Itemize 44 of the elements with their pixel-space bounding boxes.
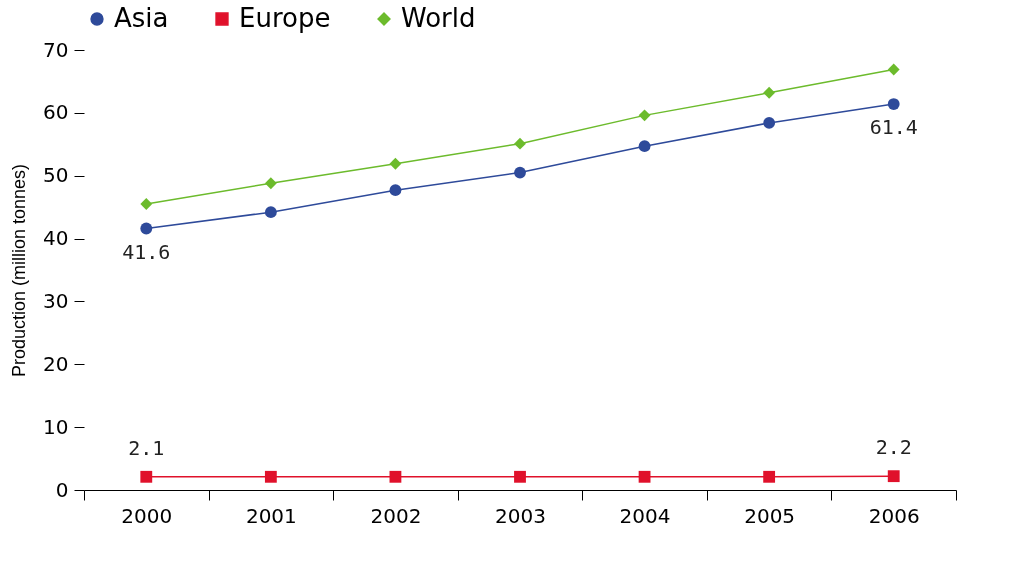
x-tick-label: 2004 — [619, 503, 671, 528]
legend-label: World — [401, 3, 476, 33]
point — [763, 470, 776, 483]
data-label: 41.6 — [122, 239, 171, 264]
point — [389, 470, 402, 483]
point — [638, 470, 651, 483]
y-tick-label: 70 — [43, 37, 69, 62]
point — [514, 470, 526, 483]
x-tick-label: 2002 — [370, 503, 422, 528]
x-tick-label: 2003 — [495, 503, 546, 528]
data-label: 2.2 — [875, 435, 912, 460]
point — [887, 98, 900, 110]
point — [638, 109, 651, 122]
point — [514, 137, 526, 150]
point — [514, 166, 526, 179]
point — [887, 63, 900, 76]
y-tick-label: 40 — [43, 226, 69, 251]
point — [140, 198, 153, 210]
y-axis-title: Production (million tonnes) — [9, 163, 30, 378]
point — [389, 184, 402, 197]
point — [264, 206, 277, 219]
point — [264, 177, 277, 190]
x-tick-label: 2001 — [245, 503, 297, 528]
point — [140, 470, 153, 483]
point — [887, 470, 900, 483]
point — [763, 86, 776, 99]
y-tick-label: 60 — [43, 100, 69, 125]
y-tick-label: 10 — [43, 414, 69, 439]
point — [264, 470, 277, 483]
point — [389, 157, 402, 170]
x-tick-label: 2000 — [121, 503, 173, 528]
point — [763, 117, 776, 129]
y-tick-label: 30 — [43, 288, 69, 313]
x-tick-label: 2006 — [868, 503, 920, 528]
data-label: 61.4 — [869, 115, 918, 140]
point — [638, 140, 651, 153]
point — [140, 222, 153, 235]
legend-label: Asia — [114, 3, 169, 33]
y-tick-label: 20 — [43, 351, 69, 376]
y-tick-label: 0 — [55, 477, 69, 502]
data-label: 2.1 — [128, 435, 165, 460]
y-tick-label: 50 — [43, 163, 69, 188]
x-tick-label: 2005 — [744, 503, 796, 528]
legend-label: Europe — [239, 3, 331, 33]
